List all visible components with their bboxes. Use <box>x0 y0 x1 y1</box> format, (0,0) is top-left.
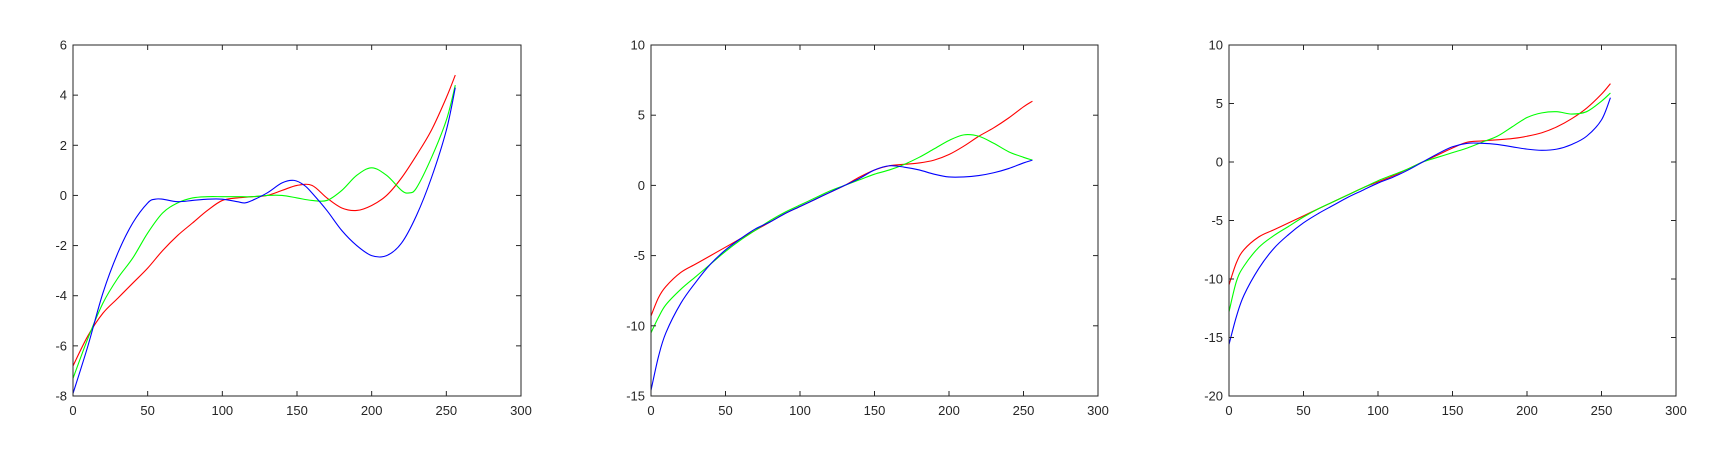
x-tick-label: 200 <box>938 403 960 418</box>
y-tick-label: 5 <box>1216 96 1223 111</box>
x-tick-label: 250 <box>435 403 457 418</box>
x-tick-label: 50 <box>140 403 154 418</box>
series-line-3 <box>73 87 456 394</box>
y-tick-label: 0 <box>60 188 67 203</box>
x-tick-label: 0 <box>647 403 654 418</box>
x-tick-label: 100 <box>789 403 811 418</box>
x-tick-label: 150 <box>286 403 308 418</box>
x-tick-label: 150 <box>1442 403 1464 418</box>
y-tick-label: -5 <box>1211 213 1223 228</box>
y-tick-label: -6 <box>55 338 67 353</box>
series-line-2 <box>1229 92 1611 312</box>
axes-frame <box>650 44 1099 397</box>
y-tick-label: 0 <box>1216 155 1223 170</box>
series-line-2 <box>651 134 1033 334</box>
chart-panel-3: 0 50 100 150 200 250 300 -20 -15 -10 -5 0 5 10 <box>1204 38 1687 419</box>
series-line-2 <box>73 84 456 379</box>
y-tick-label: 0 <box>638 178 645 193</box>
x-tick-label: 200 <box>1516 403 1538 418</box>
y-tick-label: 6 <box>60 38 67 53</box>
chart-panel-1: 0 50 100 150 200 250 300 -8 -6 -4 -2 0 2 4 6 <box>55 38 531 419</box>
series-line-1 <box>651 100 1033 317</box>
series-line-3 <box>1229 97 1611 345</box>
y-tick-label: -8 <box>55 389 67 404</box>
y-tick-label: 2 <box>60 138 67 153</box>
y-tick-label: -10 <box>626 318 645 333</box>
y-tick-label: -20 <box>1204 389 1223 404</box>
x-tick-label: 50 <box>1296 403 1310 418</box>
series-line-1 <box>73 74 456 367</box>
x-tick-label: 300 <box>510 403 532 418</box>
x-tick-label: 100 <box>211 403 233 418</box>
y-tick-label: -15 <box>1204 330 1223 345</box>
x-tick-label: 100 <box>1367 403 1389 418</box>
series-line-3 <box>651 159 1033 391</box>
y-tick-label: 4 <box>60 88 67 103</box>
x-tick-label: 150 <box>864 403 886 418</box>
x-tick-label: 250 <box>1013 403 1035 418</box>
y-tick-label: -15 <box>626 389 645 404</box>
y-tick-label: 10 <box>631 38 645 53</box>
y-tick-label: 5 <box>638 108 645 123</box>
x-tick-label: 300 <box>1665 403 1687 418</box>
chart-panel-2: 0 50 100 150 200 250 300 -15 -10 -5 0 5 10 <box>626 38 1109 419</box>
x-tick-label: 0 <box>1225 403 1232 418</box>
y-tick-label: 10 <box>1209 38 1223 53</box>
x-tick-label: 300 <box>1087 403 1109 418</box>
y-tick-label: -10 <box>1204 272 1223 287</box>
axes-frame <box>1228 44 1677 397</box>
x-tick-label: 250 <box>1591 403 1613 418</box>
y-tick-label: -4 <box>55 288 67 303</box>
x-tick-label: 50 <box>718 403 732 418</box>
series-line-1 <box>1229 83 1611 286</box>
y-tick-label: -5 <box>633 248 645 263</box>
x-tick-label: 0 <box>69 403 76 418</box>
x-tick-label: 200 <box>361 403 383 418</box>
y-tick-label: -2 <box>55 238 67 253</box>
